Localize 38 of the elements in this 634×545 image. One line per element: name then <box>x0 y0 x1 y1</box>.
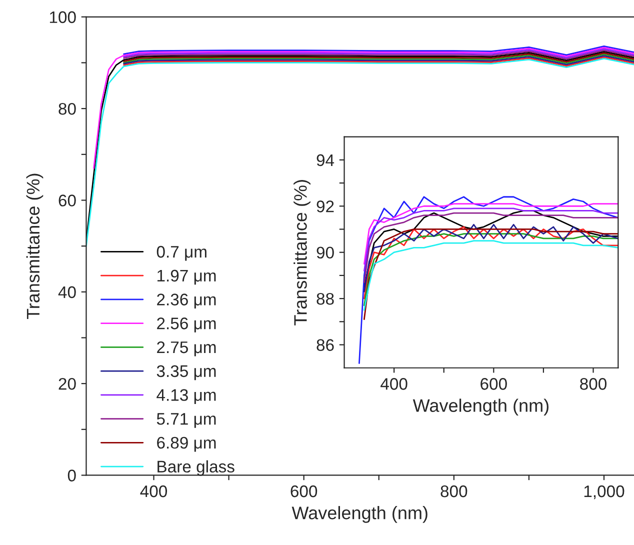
legend-label: 2.56 μm <box>157 318 216 332</box>
legend-label: 0.7 μm <box>156 246 206 261</box>
legend-label: 2.75 μm <box>157 341 216 356</box>
line-series <box>363 208 618 272</box>
x-tick-label: 1,000 <box>584 485 624 500</box>
y-tick-label: 100 <box>50 11 76 24</box>
y-axis-title: Transmittance (%) <box>294 180 310 326</box>
y-tick-label: 86 <box>316 339 334 351</box>
x-tick-label: 800 <box>580 378 607 390</box>
line-series <box>358 196 618 364</box>
y-tick-label: 94 <box>316 154 334 166</box>
y-tick-label: 40 <box>58 286 76 298</box>
y-tick-label: 88 <box>316 292 334 305</box>
x-tick-label: 600 <box>480 378 507 390</box>
x-axis-title: Wavelength (nm) <box>412 398 548 416</box>
legend-label: 2.36 μm <box>157 294 216 308</box>
y-axis-title: Transmittance (%) <box>26 174 44 320</box>
line-series <box>93 46 634 169</box>
y-tick-label: 20 <box>58 378 76 390</box>
x-tick-label: 800 <box>440 485 468 498</box>
y-tick-label: 60 <box>58 194 76 206</box>
line-series <box>123 46 634 56</box>
y-tick-label: 90 <box>316 246 334 259</box>
legend-label: Bare glass <box>158 460 234 476</box>
x-tick-label: 400 <box>380 378 408 390</box>
x-tick-label: 600 <box>290 485 318 498</box>
legend-label: 1.97 μm <box>157 270 216 285</box>
legend-label: 5.71 μm <box>156 413 216 428</box>
line-series <box>363 203 618 265</box>
line-series <box>363 228 618 320</box>
legend-label: 4.13 μm <box>156 389 216 404</box>
y-tick-label: 0 <box>68 470 76 482</box>
x-tick-label: 400 <box>140 485 168 498</box>
x-axis-title: Wavelength (nm) <box>292 506 428 523</box>
y-tick-label: 80 <box>58 102 76 115</box>
y-tick-label: 92 <box>316 200 334 212</box>
legend-label: 6.89 μm <box>157 436 216 452</box>
legend-label: 3.35 μm <box>156 365 216 380</box>
